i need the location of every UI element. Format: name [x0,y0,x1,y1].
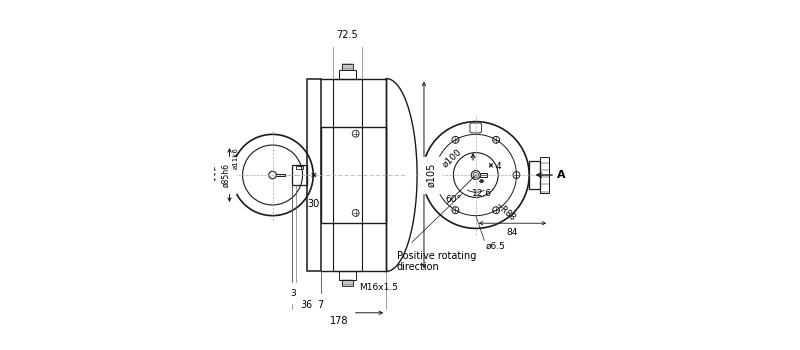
Text: M16x1.5: M16x1.5 [359,284,398,293]
Text: 60°: 60° [446,195,462,204]
Bar [333,78,362,272]
Text: 12.6: 12.6 [472,189,492,198]
Bar [296,166,302,169]
Text: ø100: ø100 [440,147,463,169]
Bar [307,78,321,272]
Bar [291,164,307,186]
Bar [342,64,354,70]
Bar [276,174,285,176]
Text: ø11k6: ø11k6 [233,148,239,169]
Text: 72.5: 72.5 [337,30,358,41]
Bar [480,173,487,177]
Text: A: A [558,170,566,180]
Bar [321,127,386,223]
Text: 4: 4 [495,162,501,170]
Text: 30: 30 [308,199,320,209]
Text: ø6.5: ø6.5 [486,242,506,251]
Text: ø105: ø105 [426,163,436,187]
Bar [339,272,356,280]
Text: 7: 7 [318,300,324,310]
Text: 3: 3 [290,289,297,298]
Bar [339,70,356,78]
Text: Positive rotating
direction: Positive rotating direction [397,251,476,272]
Text: ø115: ø115 [214,164,224,186]
Text: ø85h6: ø85h6 [222,163,230,187]
Text: 84: 84 [506,229,518,237]
Text: 36: 36 [300,300,312,310]
Text: ~R88: ~R88 [494,200,517,222]
Bar [539,157,549,193]
Bar [342,280,354,286]
Bar [529,161,539,189]
Text: 178: 178 [330,316,348,327]
